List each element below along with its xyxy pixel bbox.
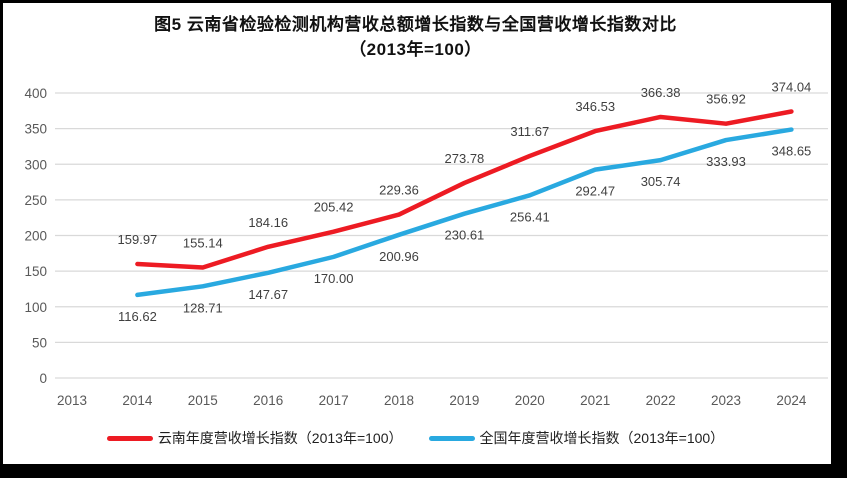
data-label: 311.67	[510, 124, 549, 139]
data-label: 200.96	[379, 249, 419, 264]
legend-line-swatch-yunnan-icon	[106, 435, 153, 441]
y-tick-label: 150	[24, 264, 47, 279]
data-label: 273.78	[445, 151, 485, 166]
data-label: 346.53	[575, 99, 615, 114]
y-tick-label: 0	[39, 371, 47, 386]
x-tick-label: 2024	[776, 393, 807, 408]
data-label: 374.04	[772, 79, 812, 94]
x-axis-tick-labels: 2013 2014 2015 2016 2017 2018 2019 2020 2021 2022…	[57, 393, 807, 408]
data-label: 356.92	[706, 92, 746, 107]
chart-title-line2: （2013年=100）	[349, 40, 482, 59]
legend: 云南年度营收增长指数（2013年=100） 全国年度营收增长指数（2013年=1…	[0, 428, 831, 448]
y-tick-label: 300	[24, 157, 47, 172]
y-tick-label: 350	[24, 122, 47, 137]
data-label: 305.74	[641, 174, 681, 189]
legend-label-national: 全国年度营收增长指数（2013年=100）	[479, 430, 725, 446]
x-tick-label: 2017	[319, 393, 349, 408]
x-tick-label: 2016	[253, 393, 283, 408]
y-axis-tick-labels: 0 50 100 150 200 250 300 350 400	[24, 86, 47, 386]
data-label: 128.71	[183, 300, 223, 315]
y-tick-label: 50	[32, 335, 47, 350]
x-tick-label: 2019	[449, 393, 479, 408]
x-tick-label: 2018	[384, 393, 414, 408]
gridlines	[55, 92, 828, 379]
data-label: 229.36	[379, 183, 419, 198]
chart-title-line1: 图5 云南省检验检测机构营收总额增长指数与全国营收增长指数对比	[154, 15, 677, 34]
y-tick-label: 100	[24, 300, 47, 315]
x-tick-label: 2013	[57, 393, 87, 408]
data-label: 159.97	[118, 232, 158, 247]
legend-item-yunnan: 云南年度营收增长指数（2013年=100）	[106, 428, 403, 448]
data-label: 256.41	[510, 209, 550, 224]
y-tick-label: 250	[24, 193, 47, 208]
data-label: 205.42	[314, 200, 354, 215]
data-labels-national: 116.62 128.71 147.67 170.00 200.96 230.61 256.…	[118, 144, 811, 324]
data-label: 333.93	[706, 154, 746, 169]
x-tick-label: 2021	[580, 393, 610, 408]
data-label: 184.16	[248, 215, 288, 230]
data-label: 292.47	[575, 184, 615, 199]
data-label: 155.14	[183, 235, 223, 250]
data-label: 230.61	[445, 228, 485, 243]
y-tick-label: 400	[24, 86, 47, 101]
y-tick-label: 200	[24, 229, 47, 244]
data-label: 147.67	[248, 287, 288, 302]
figure-background	[3, 3, 831, 464]
x-tick-label: 2014	[122, 393, 153, 408]
x-tick-label: 2015	[188, 393, 218, 408]
legend-line-swatch-national-icon	[428, 435, 475, 441]
data-label: 366.38	[641, 85, 681, 100]
x-tick-label: 2023	[711, 393, 741, 408]
x-tick-label: 2020	[515, 393, 545, 408]
legend-label-yunnan: 云南年度营收增长指数（2013年=100）	[157, 430, 403, 446]
data-label: 170.00	[314, 271, 354, 286]
legend-item-national: 全国年度营收增长指数（2013年=100）	[428, 428, 725, 448]
data-labels-yunnan: 159.97 155.14 184.16 205.42 229.36 273.78 311.…	[118, 79, 812, 250]
data-label: 348.65	[772, 144, 812, 159]
series-line-national	[135, 127, 794, 298]
x-tick-label: 2022	[646, 393, 676, 408]
data-label: 116.62	[118, 309, 157, 324]
series-line-yunnan	[135, 109, 794, 270]
chart-title: 图5 云南省检验检测机构营收总额增长指数与全国营收增长指数对比 （2013年=1…	[0, 12, 831, 62]
